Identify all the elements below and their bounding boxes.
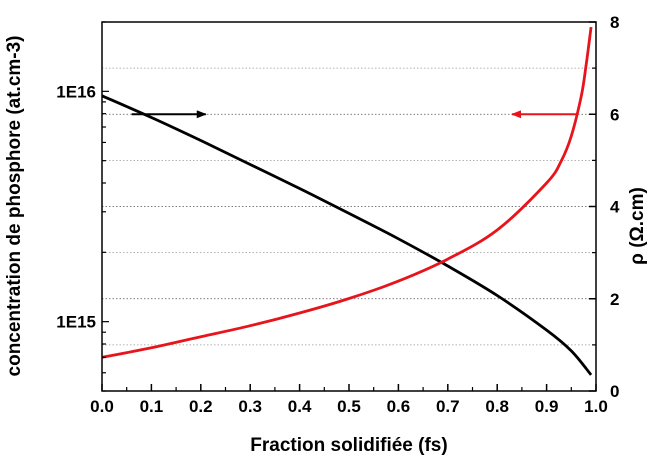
y-right-tick-label: 0 [610,382,619,401]
x-tick-label: 0.6 [387,397,411,416]
y-right-tick-label: 8 [610,13,619,32]
y-right-tick-label: 6 [610,105,619,124]
x-tick-label: 1.0 [584,397,608,416]
y-axis-title-right: ρ (Ω.cm) [627,187,648,265]
y-left-tick-label: 1E16 [56,82,96,101]
x-tick-label: 0.2 [189,397,213,416]
y-axis-title-left: concentration de phosphore (at.cm-3) [4,36,25,377]
x-tick-label: 0.7 [436,397,460,416]
y-right-tick-label: 2 [610,290,619,309]
series-line-2 [102,26,593,359]
x-axis-title: Fraction solidifiée (fs) [250,435,447,456]
y-left-tick-label: 1E15 [56,313,96,332]
x-tick-label: 0.3 [238,397,262,416]
x-tick-label: 0.4 [288,397,312,416]
x-tick-label: 0.8 [485,397,509,416]
x-tick-label: 0.5 [337,397,361,416]
x-tick-label: 0.1 [140,397,164,416]
series-layer [102,26,593,376]
y-right-tick-label: 4 [610,198,620,217]
x-tick-label: 0.0 [90,397,114,416]
x-tick-label: 0.9 [535,397,559,416]
series-line-1 [102,94,593,376]
axes-layer: 0.0 0.1 0.2 0.3 0.4 0.5 0.6 0.7 0.8 0.9 1.0 1E15 1E1… [56,13,620,416]
